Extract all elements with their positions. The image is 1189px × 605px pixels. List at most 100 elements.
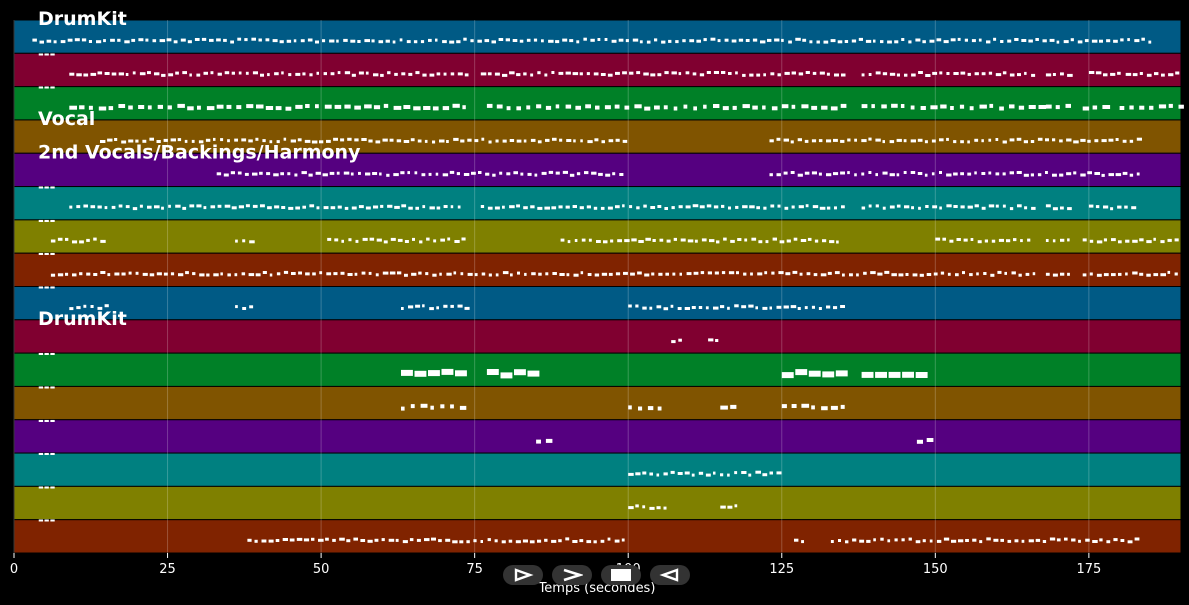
play-reverse-button[interactable]: [650, 565, 690, 585]
next-button[interactable]: [552, 565, 592, 585]
note: [838, 539, 841, 542]
note: [67, 38, 73, 42]
note: [619, 173, 624, 176]
note: [103, 39, 106, 43]
note: [1094, 139, 1099, 143]
note: [435, 172, 439, 176]
note: [545, 105, 552, 110]
note: [967, 72, 971, 76]
note: [840, 404, 845, 409]
note: [959, 104, 965, 109]
play-forward-button[interactable]: [503, 565, 543, 585]
note: [343, 38, 348, 42]
note: [486, 369, 499, 375]
note: [159, 39, 166, 43]
note: [81, 38, 87, 42]
note: [329, 39, 335, 43]
lane-label-1: ---: [38, 46, 56, 62]
note: [380, 204, 384, 208]
note: [407, 171, 410, 175]
note: [939, 138, 944, 142]
note: [1146, 73, 1152, 77]
note: [834, 73, 839, 77]
note: [401, 406, 405, 411]
note: [401, 72, 406, 76]
note: [793, 237, 798, 241]
note: [693, 106, 697, 111]
note: [401, 307, 404, 310]
note: [498, 38, 504, 41]
note: [972, 538, 977, 542]
note: [995, 172, 1000, 176]
note: [1161, 73, 1165, 77]
note: [340, 138, 345, 142]
lane-4-notes: [216, 170, 1140, 177]
note: [678, 205, 683, 209]
note: [762, 473, 768, 477]
note: [896, 204, 901, 208]
note: [806, 272, 811, 276]
note: [677, 307, 682, 310]
note: [462, 105, 466, 110]
note: [224, 71, 230, 75]
note: [439, 139, 445, 143]
note: [1007, 539, 1012, 543]
note: [562, 38, 568, 42]
note: [920, 106, 926, 110]
note: [249, 240, 255, 244]
note: [184, 139, 188, 143]
note: [830, 405, 838, 410]
note: [432, 106, 439, 111]
note: [642, 471, 647, 475]
note: [902, 371, 914, 378]
note: [108, 106, 114, 111]
note: [69, 307, 74, 311]
note: [118, 104, 126, 108]
note: [687, 239, 694, 243]
note: [771, 106, 778, 111]
note: [826, 305, 831, 309]
note: [1004, 271, 1007, 275]
note: [852, 538, 857, 542]
note: [383, 240, 388, 244]
note: [978, 38, 982, 42]
note: [802, 38, 807, 42]
note: [727, 306, 730, 310]
note: [495, 273, 499, 277]
note: [530, 73, 534, 77]
note: [887, 40, 892, 44]
note: [974, 204, 979, 208]
note: [631, 238, 637, 242]
note: [156, 272, 162, 276]
lane-1: [13, 52, 1182, 88]
note: [537, 71, 541, 75]
stop-button[interactable]: [601, 565, 641, 585]
note: [622, 139, 628, 143]
note: [622, 71, 627, 75]
note: [716, 240, 720, 244]
note: [1091, 39, 1098, 43]
note: [1132, 73, 1138, 77]
note: [339, 537, 345, 541]
note: [822, 371, 835, 378]
note: [1023, 173, 1029, 177]
note: [1035, 38, 1039, 41]
note: [323, 72, 327, 76]
note: [861, 172, 865, 176]
note: [698, 471, 704, 475]
note: [797, 138, 802, 142]
note: [288, 206, 294, 210]
note: [506, 172, 511, 176]
note: [593, 72, 599, 76]
note: [738, 38, 744, 42]
note: [509, 71, 515, 75]
note: [840, 103, 847, 108]
note: [1089, 239, 1094, 243]
note: [449, 170, 455, 174]
note: [598, 172, 603, 176]
note: [76, 73, 82, 77]
note: [302, 72, 306, 76]
note: [689, 39, 695, 43]
note: [408, 72, 413, 76]
note: [295, 104, 303, 109]
